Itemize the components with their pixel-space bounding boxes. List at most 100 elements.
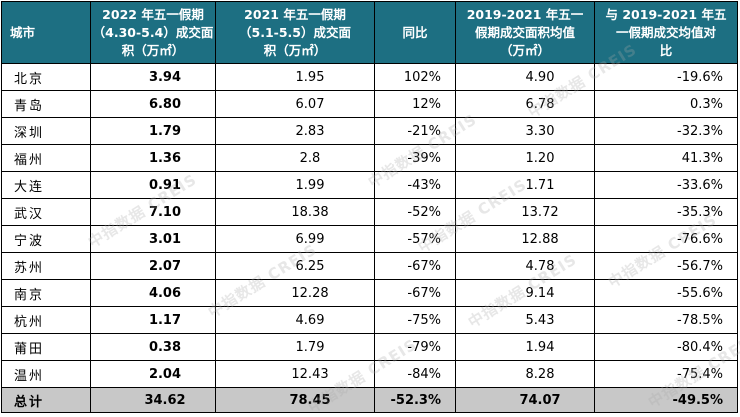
vs-avg-cell: -19.6% [594,63,738,91]
value-2021-cell: 12.43 [215,360,375,388]
avg-cell: 74.07 [455,387,595,413]
column-header-line: 2021 年五一假期 [244,6,346,22]
vs-avg-cell: -49.5% [594,387,738,413]
yoy-cell: -57% [374,225,456,253]
city-cell: 大连 [1,171,91,199]
value-2021-cell: 6.99 [215,225,375,253]
yoy-cell: -67% [374,252,456,280]
column-header-line: （4.30-5.4）成交面 [92,24,214,40]
table-row: 温州 2.04 12.43 -84% 8.28 -75.4% [1,360,738,388]
column-header-line: 城市 [10,24,36,40]
city-cell: 莆田 [1,333,91,361]
vs-avg-cell: -35.3% [594,198,738,226]
city-cell: 武汉 [1,198,91,226]
yoy-cell: -75% [374,306,456,334]
header-row: 城市 2022 年五一假期 （4.30-5.4）成交面 积（万㎡） 2021 年五一假期… [1,1,738,64]
value-2022-cell: 2.07 [90,252,216,280]
table-row: 深圳 1.79 2.83 -21% 3.30 -32.3% [1,117,738,145]
table-row: 福州 1.36 2.8 -39% 1.20 41.3% [1,144,738,172]
value-2021-cell: 1.79 [215,333,375,361]
table-row: 武汉 7.10 18.38 -52% 13.72 -35.3% [1,198,738,226]
table-row: 南京 4.06 12.28 -67% 9.14 -55.6% [1,279,738,307]
yoy-cell: -67% [374,279,456,307]
table-row: 大连 0.91 1.99 -43% 1.71 -33.6% [1,171,738,199]
vs-avg-cell: -56.7% [594,252,738,280]
value-2022-cell: 1.17 [90,306,216,334]
avg-cell: 5.43 [455,306,595,334]
table-body: 北京 3.94 1.95 102% 4.90 -19.6% 青岛 6.80 6.07 12% 6.7… [1,63,738,413]
value-2022-cell: 6.80 [90,90,216,118]
table-row: 莆田 0.38 1.79 -79% 1.94 -80.4% [1,333,738,361]
value-2021-cell: 1.99 [215,171,375,199]
value-2022-cell: 4.06 [90,279,216,307]
column-header: 城市 [1,1,91,64]
value-2021-cell: 6.25 [215,252,375,280]
column-header-line: 积（万㎡） [121,42,185,58]
yoy-cell: -39% [374,144,456,172]
column-header: 2022 年五一假期 （4.30-5.4）成交面 积（万㎡） [90,1,216,64]
column-header: 2021 年五一假期 （5.1-5.5）成交面 积（万㎡） [215,1,375,64]
city-cell: 福州 [1,144,91,172]
value-2021-cell: 18.38 [215,198,375,226]
avg-cell: 4.90 [455,63,595,91]
yoy-cell: -52.3% [374,387,456,413]
city-cell: 青岛 [1,90,91,118]
value-2022-cell: 0.91 [90,171,216,199]
value-2021-cell: 1.95 [215,63,375,91]
value-2022-cell: 34.62 [90,387,216,413]
table-row: 苏州 2.07 6.25 -67% 4.78 -56.7% [1,252,738,280]
column-header-line: 一假期成交均值对 [615,24,716,40]
avg-cell: 13.72 [455,198,595,226]
column-header-line: 2019-2021 年五一 [466,6,584,22]
city-cell: 宁波 [1,225,91,253]
yoy-cell: -84% [374,360,456,388]
value-2021-cell: 4.69 [215,306,375,334]
vs-avg-cell: -75.4% [594,360,738,388]
vs-avg-cell: -55.6% [594,279,738,307]
avg-cell: 8.28 [455,360,595,388]
value-2021-cell: 78.45 [215,387,375,413]
vs-avg-cell: -78.5% [594,306,738,334]
avg-cell: 1.94 [455,333,595,361]
vs-avg-cell: -32.3% [594,117,738,145]
column-header-line: 同比 [402,24,428,40]
yoy-cell: -21% [374,117,456,145]
value-2022-cell: 7.10 [90,198,216,226]
yoy-cell: -52% [374,198,456,226]
column-header-line: 与 2019-2021 年五 [605,6,727,22]
column-header: 与 2019-2021 年五 一假期成交均值对比 [594,1,738,64]
city-cell: 南京 [1,279,91,307]
column-header-line: 比 [659,42,673,58]
value-2021-cell: 2.83 [215,117,375,145]
value-2022-cell: 3.94 [90,63,216,91]
city-cell: 深圳 [1,117,91,145]
table-row: 北京 3.94 1.95 102% 4.90 -19.6% [1,63,738,91]
city-cell: 苏州 [1,252,91,280]
vs-avg-cell: -80.4% [594,333,738,361]
column-header: 2019-2021 年五一 假期成交面积均值 （万㎡） [455,1,595,64]
column-header-line: （万㎡） [499,42,550,58]
yoy-cell: -79% [374,333,456,361]
value-2022-cell: 0.38 [90,333,216,361]
avg-cell: 1.20 [455,144,595,172]
table-row: 宁波 3.01 6.99 -57% 12.88 -76.6% [1,225,738,253]
column-header-line: 假期成交面积均值 [474,24,575,40]
avg-cell: 12.88 [455,225,595,253]
column-header-line: 2022 年五一假期 [102,6,204,22]
column-header: 同比 [374,1,456,64]
yoy-cell: -43% [374,171,456,199]
value-2021-cell: 2.8 [215,144,375,172]
table-row: 杭州 1.17 4.69 -75% 5.43 -78.5% [1,306,738,334]
avg-cell: 6.78 [455,90,595,118]
vs-avg-cell: 41.3% [594,144,738,172]
avg-cell: 9.14 [455,279,595,307]
value-2022-cell: 1.36 [90,144,216,172]
value-2022-cell: 3.01 [90,225,216,253]
avg-cell: 4.78 [455,252,595,280]
city-cell: 杭州 [1,306,91,334]
avg-cell: 3.30 [455,117,595,145]
value-2021-cell: 12.28 [215,279,375,307]
vs-avg-cell: 0.3% [594,90,738,118]
city-cell: 温州 [1,360,91,388]
